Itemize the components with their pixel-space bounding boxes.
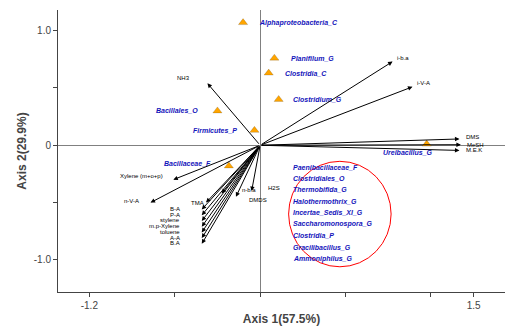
svg-text:P-A: P-A [170,212,180,218]
svg-text:NH3: NH3 [177,75,190,81]
svg-text:B-A: B-A [170,206,180,212]
svg-text:Clostridium_G: Clostridium_G [293,96,342,103]
svg-text:i-b.a: i-b.a [397,55,409,61]
svg-text:Paenibacillaceae_F: Paenibacillaceae_F [293,164,358,171]
svg-text:n-V-A: n-V-A [124,198,139,204]
svg-text:Clostridia_C: Clostridia_C [285,70,327,77]
svg-text:Bacillales_O: Bacillales_O [156,107,198,114]
svg-text:Clostridia_P: Clostridia_P [293,232,334,239]
svg-text:Thermobifida_G: Thermobifida_G [293,186,347,193]
svg-text:M.E.K: M.E.K [466,147,482,153]
svg-text:Axis 2(29.9%): Axis 2(29.9%) [15,112,29,189]
svg-text:1.5: 1.5 [467,300,481,311]
svg-text:A-A: A-A [170,235,180,241]
svg-text:MeSH: MeSH [467,142,484,148]
svg-text:i-V-A: i-V-A [417,80,430,86]
svg-text:TMA: TMA [191,200,204,206]
svg-text:0: 0 [45,140,51,151]
svg-text:Saccharomonospora_G: Saccharomonospora_G [293,220,373,228]
svg-text:DMS: DMS [466,134,479,140]
svg-text:m.p-Xylene: m.p-Xylene [149,223,180,229]
svg-text:B.A: B.A [170,240,180,246]
svg-text:Axis 1(57.5%): Axis 1(57.5%) [243,312,320,326]
svg-text:Halothermothrix_G: Halothermothrix_G [293,198,357,205]
svg-text:n-b.a: n-b.a [242,187,256,193]
svg-text:stylene: stylene [160,217,180,223]
svg-text:-1.2: -1.2 [81,300,99,311]
svg-text:toluene: toluene [160,229,180,235]
svg-text:-1.0: -1.0 [34,254,52,265]
svg-text:Clostridiales_O: Clostridiales_O [293,175,345,182]
svg-text:Ammoniphilus_G: Ammoniphilus_G [293,255,353,263]
svg-text:Xylene (m+o+p): Xylene (m+o+p) [120,173,163,179]
svg-text:Bacillaceae_F: Bacillaceae_F [164,160,211,167]
svg-text:Planifilum_G: Planifilum_G [291,55,334,62]
svg-text:Alphaproteobacteria_C: Alphaproteobacteria_C [259,19,338,27]
svg-text:Ureibacillus_G: Ureibacillus_G [383,149,433,156]
svg-text:H2S: H2S [268,185,280,191]
svg-text:Gracilibacillus_G: Gracilibacillus_G [293,244,351,251]
svg-text:Firmicutes_P: Firmicutes_P [193,127,237,134]
svg-text:Incertae_Sedis_XI_G: Incertae_Sedis_XI_G [293,209,363,216]
svg-text:DMDS: DMDS [249,197,267,203]
svg-text:1.0: 1.0 [37,25,51,36]
